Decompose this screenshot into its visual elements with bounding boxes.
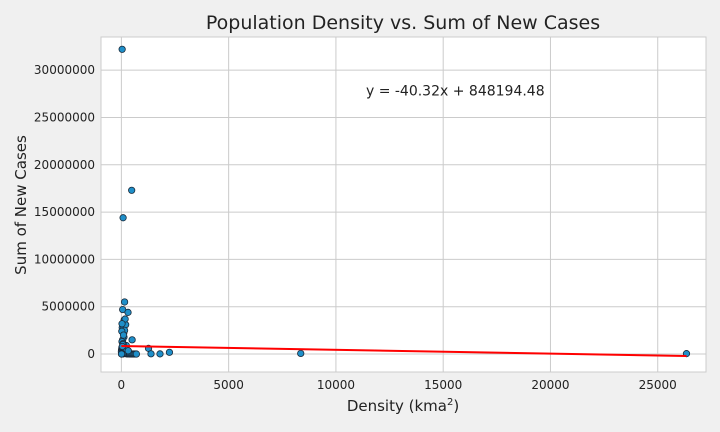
data-point: [165, 348, 174, 356]
data-point: [124, 308, 132, 316]
y-tick-label: 25000000: [34, 110, 95, 124]
y-axis-ticks: 0 5000000 10000000 15000000 20000000 25000000…: [34, 63, 95, 361]
plot-area: [100, 36, 707, 373]
data-point: [156, 350, 164, 358]
x-axis-label: Density (kma2): [347, 397, 459, 415]
x-axis-label-tail: ): [453, 397, 459, 415]
data-point: [120, 298, 129, 306]
y-tick-label: 30000000: [34, 63, 95, 77]
data-point: [124, 347, 132, 355]
regression-equation: y = -40.32x + 848194.48: [366, 84, 545, 100]
y-tick-label: 10000000: [34, 252, 95, 266]
y-tick-label: 15000000: [34, 205, 95, 219]
data-point: [128, 336, 136, 344]
x-tick-label: 20000: [531, 378, 569, 392]
x-axis-label-superscript: 2: [447, 397, 453, 408]
x-axis-label-base: Density (kma: [347, 397, 447, 415]
data-point: [147, 350, 155, 358]
data-point: [117, 350, 126, 358]
grid-lines: [101, 37, 706, 372]
x-tick-label: 15000: [424, 378, 462, 392]
data-point: [132, 350, 140, 358]
x-tick-label: 0: [118, 378, 126, 392]
data-point: [118, 45, 126, 53]
x-axis-ticks: 0 5000 10000 15000 20000 25000: [118, 378, 677, 392]
data-point: [297, 349, 305, 358]
data-point: [128, 186, 136, 194]
y-tick-label: 20000000: [34, 158, 95, 172]
x-tick-label: 10000: [317, 378, 355, 392]
data-point: [118, 320, 126, 328]
x-tick-label: 25000: [639, 378, 677, 392]
y-tick-label: 5000000: [42, 300, 95, 314]
chart-title: Population Density vs. Sum of New Cases: [206, 12, 600, 34]
data-point: [119, 214, 127, 222]
x-tick-label: 5000: [213, 378, 244, 392]
regression-line: [121, 344, 687, 358]
y-tick-label: 0: [87, 347, 95, 361]
y-axis-label: Sum of New Cases: [12, 135, 30, 275]
data-point: [119, 331, 128, 339]
